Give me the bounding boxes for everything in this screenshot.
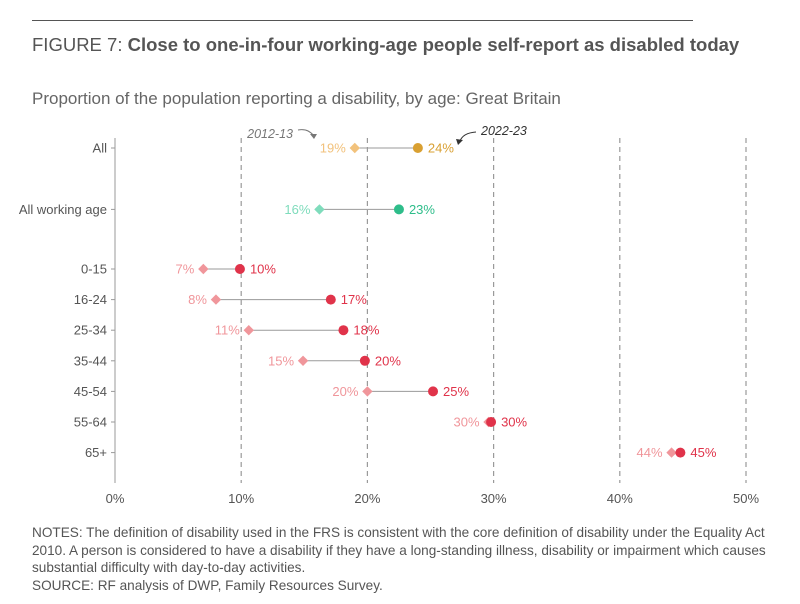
marker-2012-13	[314, 204, 325, 215]
marker-2022-23	[412, 143, 423, 153]
category-label: All working age	[19, 202, 107, 217]
category-label: 65+	[85, 445, 107, 460]
chart-subtitle: Proportion of the population reporting a…	[32, 89, 561, 108]
data-label-2012-13: 11%	[215, 323, 240, 338]
data-label-2012-13: 19%	[320, 141, 346, 156]
marker-2012-13	[210, 294, 222, 305]
annotation-2012-13: 2012-13	[246, 127, 293, 141]
figure-title: FIGURE 7: Close to one-in-four working-a…	[32, 33, 752, 56]
marker-2022-23	[338, 325, 349, 336]
x-tick-label: 50%	[733, 491, 759, 506]
annotation-2022-23: 2022-23	[480, 124, 527, 138]
notes-block: NOTES: The definition of disability used…	[32, 524, 777, 594]
marker-2022-23	[234, 264, 245, 274]
annotation-arrowhead-2022-23	[456, 139, 463, 145]
data-label-2012-13: 20%	[332, 384, 358, 399]
data-label-2022-23: 24%	[428, 141, 454, 156]
series-annotations: 2012-13 2022-23	[246, 124, 527, 145]
data-label-2022-23: 10%	[250, 262, 276, 277]
category-label: 35-44	[74, 353, 107, 368]
figure-label: FIGURE 7:	[32, 34, 128, 55]
data-label-2022-23: 25%	[443, 384, 469, 399]
x-axis-ticks: 0% 10% 20% 30% 40% 50%	[106, 491, 760, 506]
category-label: 16-24	[74, 292, 107, 307]
source-text: SOURCE: RF analysis of DWP, Family Resou…	[32, 577, 383, 593]
category-label: 25-34	[74, 323, 107, 338]
connector-lines	[203, 147, 681, 454]
x-tick-label: 30%	[481, 491, 507, 506]
category-label: 55-64	[74, 415, 107, 430]
data-labels: 19% 24% 16% 23% 7% 10% 8% 17% 11% 18% 15% 20% 20% 25%…	[176, 141, 717, 461]
marker-2022-23	[359, 355, 370, 366]
data-label-2012-13: 15%	[268, 353, 294, 368]
marker-2012-13	[198, 263, 209, 275]
grid-layer	[111, 138, 747, 483]
data-label-2022-23: 23%	[409, 202, 435, 217]
marker-2012-13	[666, 447, 677, 458]
category-label: All	[93, 141, 108, 156]
data-label-2012-13: 8%	[188, 292, 207, 307]
data-markers	[198, 142, 686, 458]
data-label-2022-23: 20%	[375, 353, 401, 368]
top-rule	[32, 20, 693, 21]
marker-2022-23	[486, 417, 497, 427]
marker-2012-13	[297, 355, 309, 366]
notes-text: NOTES: The definition of disability used…	[32, 525, 766, 575]
marker-2022-23	[428, 386, 439, 397]
category-label: 45-54	[74, 384, 107, 399]
marker-2012-13	[362, 386, 373, 397]
data-label-2022-23: 30%	[501, 415, 527, 430]
data-label-2022-23: 17%	[341, 292, 367, 307]
data-label-2022-23: 45%	[690, 445, 716, 460]
marker-2022-23	[675, 447, 686, 458]
marker-2022-23	[393, 204, 404, 215]
dumbbell-chart: 0% 10% 20% 30% 40% 50% All All working age 0-15…	[19, 124, 760, 506]
x-tick-label: 10%	[228, 491, 254, 506]
data-label-2012-13: 44%	[637, 445, 663, 460]
annotation-arrowhead-2012-13	[310, 134, 317, 139]
marker-2012-13	[349, 142, 360, 154]
data-label-2012-13: 16%	[284, 202, 310, 217]
data-label-2012-13: 30%	[454, 415, 480, 430]
x-tick-label: 40%	[607, 491, 633, 506]
x-tick-label: 20%	[354, 491, 380, 506]
data-label-2012-13: 7%	[176, 262, 195, 277]
marker-2022-23	[325, 294, 336, 305]
category-labels: All All working age 0-15 16-24 25-34 35-44 45-…	[19, 141, 107, 461]
figure-headline: Close to one-in-four working-age people …	[127, 34, 740, 55]
data-label-2022-23: 18%	[353, 323, 379, 338]
marker-2012-13	[243, 325, 254, 336]
annotation-arrow-2022-23	[459, 131, 477, 142]
x-tick-label: 0%	[106, 491, 125, 506]
category-label: 0-15	[81, 262, 107, 277]
